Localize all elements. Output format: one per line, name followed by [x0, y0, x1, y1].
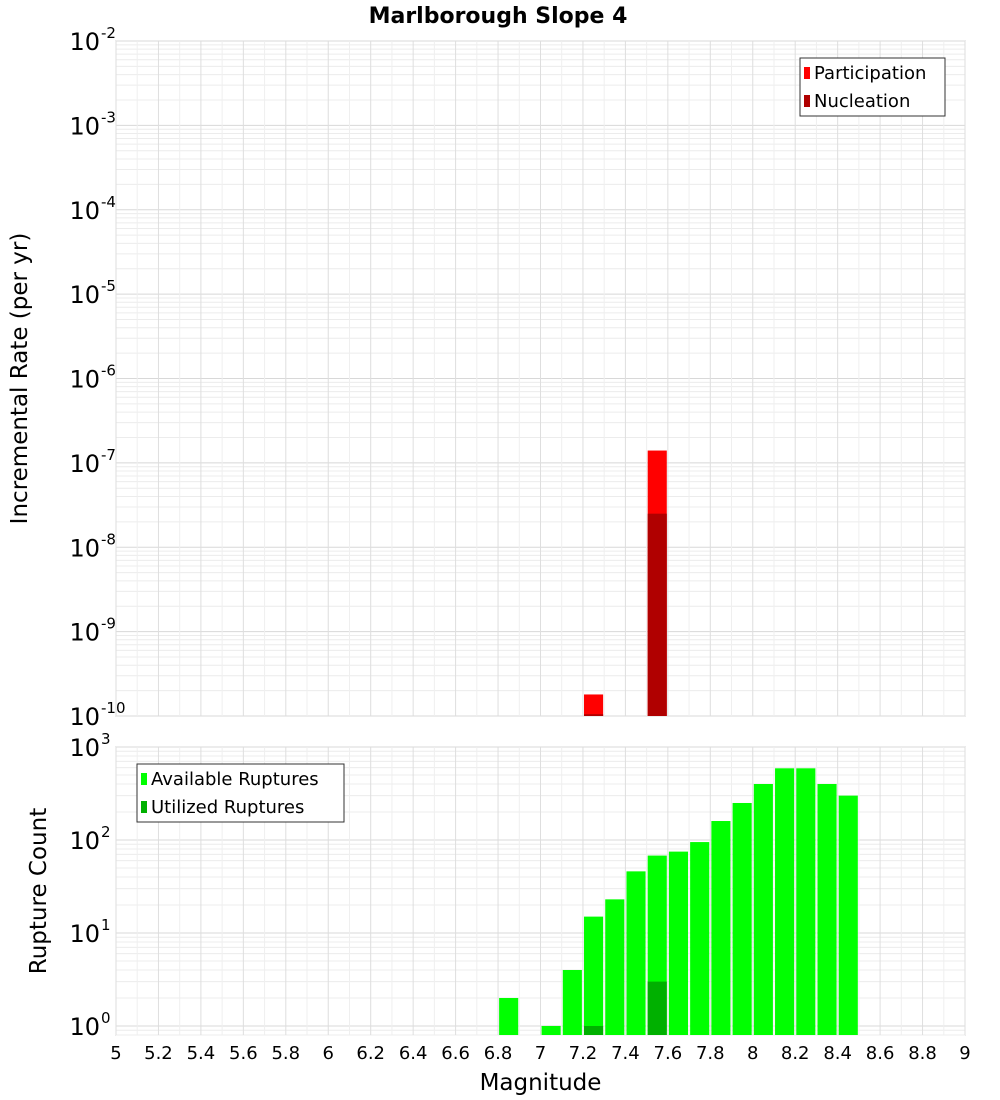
rate-bar-primary [584, 694, 604, 716]
top-y-tick-labels: 10-210-310-410-510-610-710-810-910-10 [69, 24, 125, 731]
y-tick-exponent: -9 [101, 615, 116, 633]
x-tick-label: 5.4 [187, 1043, 216, 1064]
bottom-legend: Available Ruptures Utilized Ruptures [136, 763, 345, 823]
count-bar-primary [584, 916, 604, 1035]
legend-label: Participation [814, 63, 926, 84]
bottom-y-axis-label: Rupture Count [26, 808, 52, 974]
x-tick-label: 5.6 [229, 1043, 258, 1064]
y-tick-label: 10 [69, 619, 100, 647]
bottom-bars [499, 768, 858, 1035]
y-tick-label: 10 [69, 1013, 100, 1041]
y-tick-label: 10 [69, 827, 100, 855]
x-tick-label: 8 [747, 1043, 758, 1064]
x-tick-label: 7.8 [696, 1043, 725, 1064]
count-bar-secondary [647, 981, 667, 1035]
y-tick-label: 10 [69, 112, 100, 140]
x-tick-label: 8.8 [908, 1043, 937, 1064]
x-tick-label: 5 [110, 1043, 121, 1064]
count-bar-primary [668, 851, 689, 1035]
x-tick-label: 7.2 [569, 1043, 598, 1064]
y-tick-exponent: 1 [101, 916, 111, 934]
legend-swatch [804, 67, 810, 79]
y-tick-exponent: -6 [101, 362, 116, 380]
x-tick-label: 7.6 [654, 1043, 683, 1064]
y-tick-exponent: -3 [101, 108, 116, 126]
x-tick-label: 8.4 [823, 1043, 852, 1064]
y-tick-label: 10 [69, 534, 100, 562]
y-tick-label: 10 [69, 734, 100, 762]
x-tick-label: 6.2 [356, 1043, 385, 1064]
count-bar-primary [817, 784, 837, 1035]
legend-label: Nucleation [814, 91, 910, 112]
count-bar-primary [605, 899, 625, 1035]
count-bar-primary [499, 997, 519, 1035]
legend-swatch [141, 801, 147, 813]
count-bar-primary [732, 802, 752, 1035]
legend-box [799, 57, 946, 117]
legend-label: Available Ruptures [151, 769, 319, 790]
x-tick-label: 8.6 [866, 1043, 895, 1064]
y-tick-label: 10 [69, 197, 100, 225]
count-bar-primary [753, 784, 773, 1035]
legend-label: Utilized Ruptures [151, 797, 304, 818]
count-bar-primary [796, 768, 816, 1035]
x-tick-label: 6.8 [484, 1043, 513, 1064]
y-tick-exponent: 2 [101, 823, 111, 841]
count-bar-primary [626, 871, 646, 1035]
count-bar-primary [775, 768, 795, 1035]
legend-swatch [804, 95, 810, 107]
top-grid [115, 40, 966, 717]
y-tick-exponent: -2 [101, 24, 116, 42]
y-tick-label: 10 [69, 703, 100, 731]
x-tick-labels: 5 5.2 5.4 5.6 5.8 6 6.2 6.4 6.6 6.8 7 7.2 7.4 7.6 7.8 8… [110, 1043, 970, 1064]
y-tick-label: 10 [69, 28, 100, 56]
top-legend: Participation Nucleation [799, 57, 946, 117]
chart-title: Marlborough Slope 4 [369, 4, 628, 29]
count-bar-primary [711, 821, 731, 1035]
y-tick-label: 10 [69, 281, 100, 309]
y-tick-exponent: -4 [101, 193, 116, 211]
rate-bar-secondary [584, 714, 604, 716]
x-tick-label: 5.2 [144, 1043, 173, 1064]
count-bar-primary [541, 1025, 561, 1035]
y-tick-exponent: 0 [101, 1009, 111, 1027]
rate-bar-secondary [647, 513, 667, 716]
count-bar-secondary [584, 1025, 604, 1035]
count-bar-primary [690, 842, 710, 1035]
legend-box [136, 763, 345, 823]
top-rate-panel: 10-210-310-410-510-610-710-810-910-10 In… [7, 24, 966, 731]
y-tick-exponent: -5 [101, 277, 116, 295]
y-tick-label: 10 [69, 366, 100, 394]
x-axis-label: Magnitude [480, 1070, 602, 1096]
y-tick-label: 10 [69, 920, 100, 948]
x-tick-label: 8.2 [781, 1043, 810, 1064]
count-bar-primary [838, 795, 858, 1035]
top-bars [584, 450, 667, 716]
x-tick-label: 6.6 [441, 1043, 470, 1064]
x-tick-label: 7.4 [611, 1043, 640, 1064]
legend-swatch [141, 773, 147, 785]
y-tick-exponent: -7 [101, 446, 116, 464]
x-tick-label: 6 [323, 1043, 334, 1064]
top-y-axis-label: Incremental Rate (per yr) [7, 233, 33, 525]
y-tick-label: 10 [69, 450, 100, 478]
x-tick-label: 6.4 [399, 1043, 428, 1064]
count-bar-primary [562, 969, 582, 1035]
x-tick-label: 7 [535, 1043, 546, 1064]
y-tick-exponent: 3 [101, 730, 111, 748]
x-tick-label: 5.8 [271, 1043, 300, 1064]
y-tick-exponent: -8 [101, 530, 116, 548]
y-tick-exponent: -10 [101, 699, 126, 717]
x-tick-label: 9 [959, 1043, 970, 1064]
